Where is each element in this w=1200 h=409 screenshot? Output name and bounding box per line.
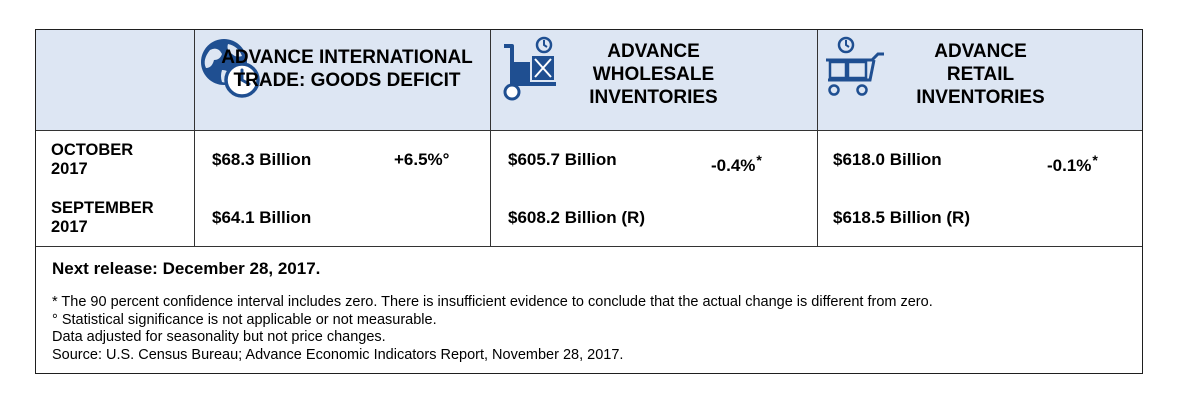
retail-header-title: ADVANCE RETAIL INVENTORIES [916, 41, 1045, 108]
retail-value-october: $618.0 Billion [833, 150, 942, 169]
wholesale-header-title: ADVANCE WHOLESALE INVENTORIES [589, 41, 718, 108]
shopping-cart-icon [826, 36, 884, 96]
wholesale-value-october: $605.7 Billion [508, 150, 617, 169]
retail-value-september: $618.5 Billion (R) [833, 208, 970, 227]
column-divider-3 [817, 30, 818, 246]
trade-change-october: +6.5%° [394, 150, 450, 169]
wholesale-value-september: $608.2 Billion (R) [508, 208, 645, 227]
next-release: Next release: December 28, 2017. [52, 259, 321, 278]
header-divider [36, 130, 1142, 131]
indicators-table: ADVANCE INTERNATIONAL TRADE: GOODS DEFIC… [35, 29, 1143, 374]
wholesale-change-value: -0.4% [711, 156, 756, 175]
trade-header-title: ADVANCE INTERNATIONAL TRADE: GOODS DEFIC… [221, 47, 473, 91]
footnote-source: Source: U.S. Census Bureau; Advance Econ… [52, 346, 624, 363]
footnotes: * The 90 percent confidence interval inc… [52, 294, 933, 364]
trade-value-october: $68.3 Billion [212, 150, 312, 169]
wholesale-change-october: -0.4%* [711, 150, 762, 176]
footnote-significance: ° Statistical significance is not applic… [52, 311, 437, 328]
trade-value-september: $64.1 Billion [212, 208, 312, 227]
row-label-september: SEPTEMBER 2017 [51, 199, 154, 236]
row-label-october: OCTOBER 2017 [51, 141, 134, 178]
footnote-confidence: * The 90 percent confidence interval inc… [52, 294, 933, 310]
column-divider-2 [490, 30, 491, 246]
footnote-seasonality: Data adjusted for seasonality but not pr… [52, 329, 386, 345]
retail-change-value: -0.1% [1047, 156, 1092, 175]
retail-change-october: -0.1%* [1047, 150, 1098, 176]
retail-change-mark: * [1092, 152, 1098, 168]
column-divider-1 [194, 30, 195, 246]
release-divider [36, 246, 1142, 247]
globe-clock-icon [201, 39, 260, 98]
hand-truck-icon [503, 36, 556, 101]
wholesale-change-mark: * [756, 152, 762, 168]
